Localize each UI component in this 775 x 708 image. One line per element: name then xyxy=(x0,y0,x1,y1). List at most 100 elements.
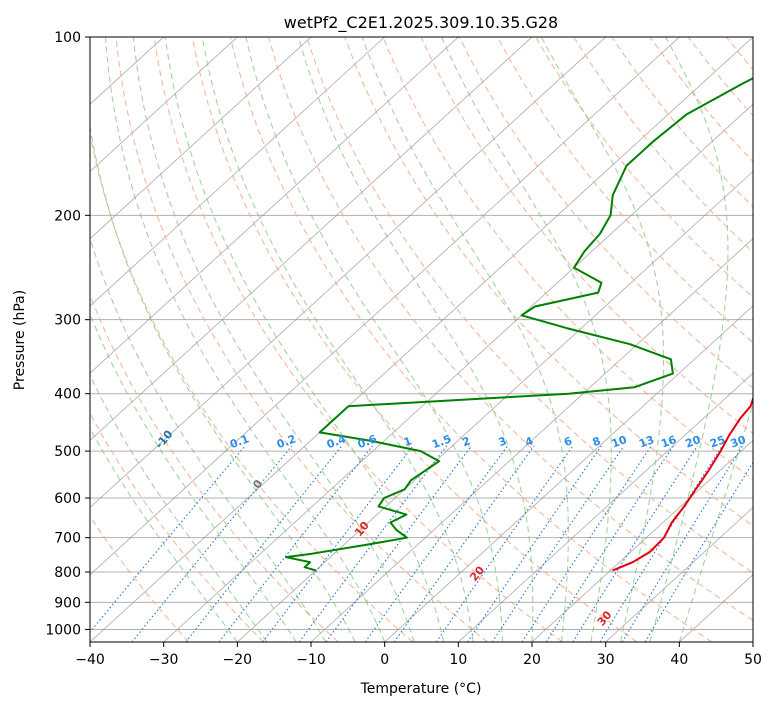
moist-adiabat-line xyxy=(649,37,729,642)
mixing-ratio-line xyxy=(298,445,448,642)
mixing-ratio-label: 20 xyxy=(684,433,703,451)
mixing-ratio-line xyxy=(491,445,625,642)
dry-adiabat-line xyxy=(496,37,753,344)
dry-adiabat-line xyxy=(229,37,713,642)
mixing-ratio-label: 3 xyxy=(497,434,509,449)
dry-adiabat-line xyxy=(267,37,753,622)
moist-adiabat-line xyxy=(361,37,569,642)
y-tick-label: 700 xyxy=(54,531,81,547)
mixing-ratio-line xyxy=(218,445,373,642)
y-tick-label: 600 xyxy=(54,491,81,507)
moist-adiabats xyxy=(90,37,753,642)
dry-adiabat-line xyxy=(344,37,753,527)
isotherm-line xyxy=(90,37,533,441)
moist-adiabat-line xyxy=(201,37,474,642)
moist-adiabat-line xyxy=(104,37,386,642)
mixing-ratio-label: 16 xyxy=(659,433,678,451)
mixing-ratio-line xyxy=(364,445,509,642)
x-tick-label: 30 xyxy=(597,652,615,668)
mixing-ratio-label: 0.6 xyxy=(356,432,379,451)
mixing-ratio-line xyxy=(521,445,652,642)
mixing-ratio-label: 0.1 xyxy=(228,432,251,451)
isotherm-line xyxy=(605,506,753,642)
x-tick-label: −40 xyxy=(75,652,105,668)
x-tick-label: 50 xyxy=(744,652,762,668)
mixing-ratio-line xyxy=(621,445,744,642)
x-tick-label: −30 xyxy=(149,652,179,668)
dry-adiabat-line xyxy=(535,37,753,298)
mixing-ratio-label: 10 xyxy=(610,433,629,451)
y-tick-label: 500 xyxy=(54,444,81,460)
x-tick-label: −10 xyxy=(296,652,326,668)
isotherm-line xyxy=(237,170,753,642)
y-tick-label: 300 xyxy=(54,313,81,329)
isotherm-line xyxy=(90,37,459,374)
mixing-ratio-line xyxy=(393,445,535,642)
plot-frame xyxy=(89,36,754,643)
isotherm-line xyxy=(531,439,753,642)
isotherm-line xyxy=(90,37,680,576)
moist-adiabat-line xyxy=(90,123,356,642)
moist-adiabat-line xyxy=(90,312,297,642)
isotherm-line xyxy=(90,37,606,509)
moist-adiabat-line xyxy=(245,37,504,642)
isotherm-line xyxy=(90,37,753,642)
dry-adiabat-line xyxy=(90,131,414,642)
y-tick-label: 400 xyxy=(54,387,81,403)
mixing-ratio-label: 0.2 xyxy=(275,432,298,451)
isotherm-line xyxy=(90,37,312,240)
mixing-ratio-label: 2 xyxy=(461,434,473,449)
mixing-ratio-line xyxy=(262,445,414,642)
chart-title: wetPf2_C2E1.2025.309.10.35.G28 xyxy=(284,13,558,33)
moist-adiabat-line xyxy=(678,401,753,642)
isotherm-line xyxy=(90,37,238,173)
mixing-ratio-label: 6 xyxy=(562,434,574,449)
mixing-ratio-label: 1 xyxy=(402,434,414,449)
moist-adiabat-line xyxy=(90,374,268,642)
mixing-ratio-label: 8 xyxy=(591,434,603,449)
y-tick-label: 800 xyxy=(54,565,81,581)
x-tick-label: 40 xyxy=(670,652,688,668)
moist-adiabat-line xyxy=(540,37,665,642)
moist-adiabat-line xyxy=(297,37,534,642)
mixing-ratio-label: 13 xyxy=(637,433,656,450)
mixing-ratio-label: 1.5 xyxy=(430,432,453,451)
isotherm-line xyxy=(90,37,385,307)
mixing-ratio-label: 30 xyxy=(729,433,748,451)
mixing-ratio-line xyxy=(185,445,343,642)
dry-adiabat-line xyxy=(382,37,753,481)
moist-adiabat-line xyxy=(90,236,327,642)
mixing-ratio-line xyxy=(572,445,699,642)
dry-adiabat-line xyxy=(90,412,264,642)
x-tick-label: 0 xyxy=(380,652,389,668)
dry-adiabat-line xyxy=(306,37,753,574)
mixing-ratio-label: 25 xyxy=(708,433,727,450)
axes: −40 −30 −20 −10 0 10 20 30 40 50 1000 900 800 700 600 5… xyxy=(45,30,762,668)
y-tick-label: 200 xyxy=(54,208,81,224)
isotherm-line xyxy=(310,238,753,642)
x-tick-label: 10 xyxy=(449,652,467,668)
dry-adiabat-line xyxy=(153,37,563,642)
moist-adiabat-line xyxy=(441,37,612,642)
mixing-ratio-line xyxy=(644,461,753,642)
mixing-ratio-lines xyxy=(90,445,753,642)
x-tick-label: −20 xyxy=(223,652,253,668)
y-tick-label: 1000 xyxy=(45,622,81,638)
y-axis-title: Pressure (hPa) xyxy=(12,290,28,390)
isotherm-line xyxy=(163,103,753,642)
x-axis-title: Temperature (°C) xyxy=(360,681,482,697)
mixing-ratio-line xyxy=(435,445,574,642)
moist-adiabat-line xyxy=(164,37,445,642)
x-tick-label: 20 xyxy=(523,652,541,668)
dry-adiabat-line xyxy=(191,37,638,642)
moist-adiabat-line xyxy=(90,427,238,642)
temperature-profile-line xyxy=(612,395,753,572)
y-tick-label: 100 xyxy=(54,30,81,46)
dry-adiabat-line xyxy=(90,515,190,642)
mixing-ratio-label: 0.4 xyxy=(325,432,348,451)
mixing-ratio-line xyxy=(545,445,674,642)
mixing-ratio-line xyxy=(467,445,602,642)
isotherm-line xyxy=(384,305,753,642)
mixing-ratio-label: 4 xyxy=(523,434,535,449)
